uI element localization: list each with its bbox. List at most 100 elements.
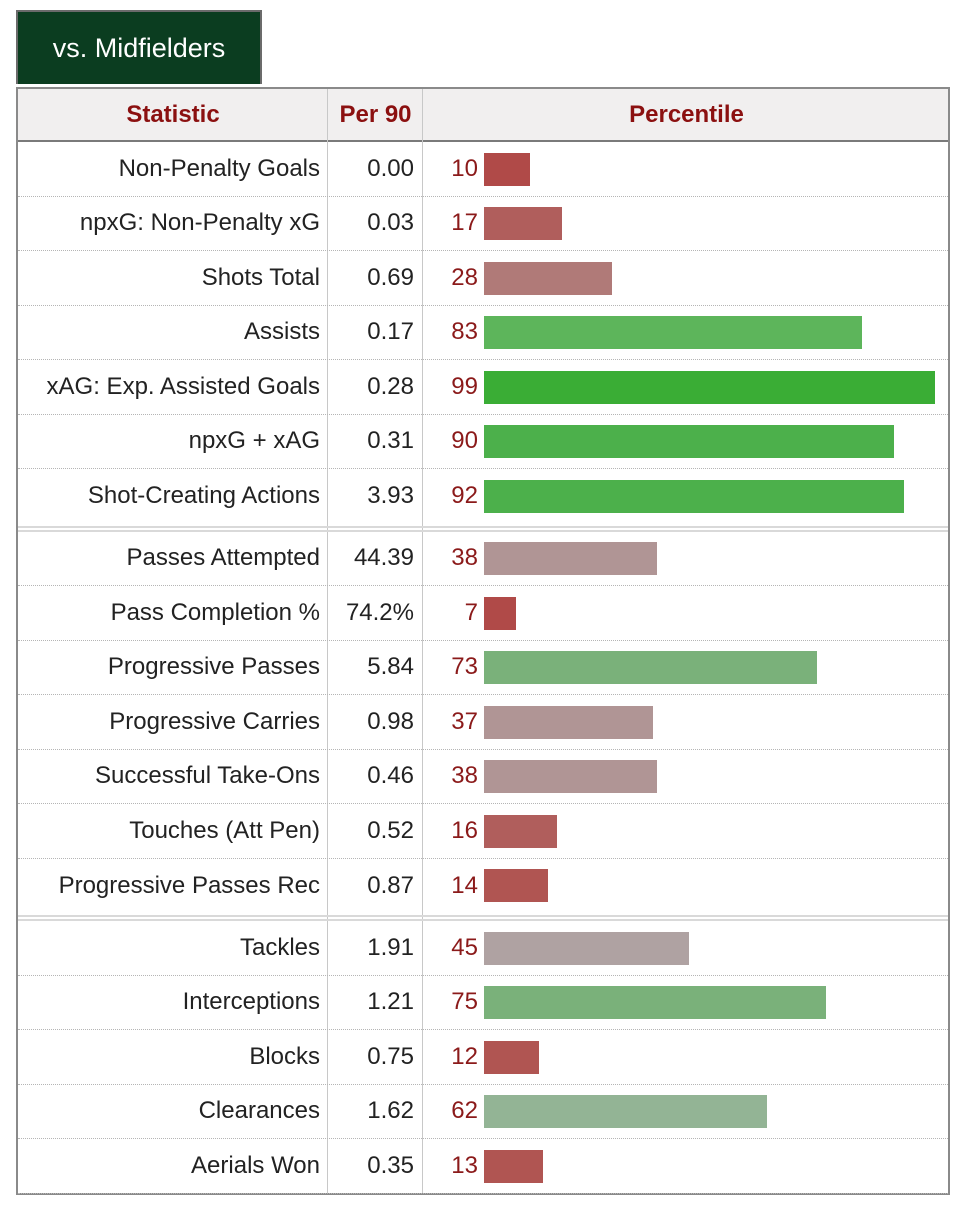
percentile-bar bbox=[484, 869, 548, 903]
table-row: Clearances 1.62 62 bbox=[18, 1085, 948, 1139]
percentile-label: 92 bbox=[451, 482, 478, 510]
percentile-bar bbox=[484, 1040, 539, 1074]
table-row: Shots Total 0.69 28 bbox=[18, 251, 948, 306]
table-header: Statistic Per 90 Percentile bbox=[18, 89, 948, 142]
per90-value: 0.00 bbox=[367, 154, 414, 182]
header-statistic: Statistic bbox=[126, 100, 220, 128]
header-percentile: Percentile bbox=[629, 100, 744, 128]
table-row: Progressive Carries 0.98 37 bbox=[18, 695, 948, 750]
stat-name: Progressive Carries bbox=[109, 707, 320, 735]
per90-value: 5.84 bbox=[367, 653, 414, 681]
percentile-bar bbox=[484, 986, 826, 1020]
stat-name: Progressive Passes bbox=[107, 653, 320, 681]
percentile-label: 38 bbox=[451, 544, 478, 572]
stat-name: Tackles bbox=[239, 933, 320, 961]
per90-value: 3.93 bbox=[367, 482, 414, 510]
percentile-bar bbox=[484, 931, 690, 965]
percentile-bar bbox=[484, 370, 936, 404]
per90-value: 1.21 bbox=[367, 988, 414, 1016]
per90-value: 1.62 bbox=[367, 1097, 414, 1125]
stat-name: Interceptions bbox=[182, 988, 320, 1016]
per90-value: 0.28 bbox=[367, 372, 414, 400]
stat-name: Shot-Creating Actions bbox=[87, 482, 320, 510]
percentile-bar bbox=[484, 814, 557, 848]
percentile-label: 10 bbox=[451, 154, 478, 182]
percentile-label: 12 bbox=[451, 1042, 478, 1070]
stat-name: npxG: Non-Penalty xG bbox=[79, 209, 320, 237]
per90-value: 0.69 bbox=[367, 263, 414, 291]
table-row: Blocks 0.75 12 bbox=[18, 1030, 948, 1085]
percentile-bar bbox=[484, 596, 516, 630]
table-row: Assists 0.17 83 bbox=[18, 306, 948, 360]
table-row: npxG: Non-Penalty xG 0.03 17 bbox=[18, 197, 948, 251]
percentile-bar bbox=[484, 760, 658, 794]
stat-name: xAG: Exp. Assisted Goals bbox=[46, 372, 320, 400]
table-row: Shot-Creating Actions 3.93 92 bbox=[18, 469, 948, 532]
percentile-label: 38 bbox=[451, 762, 478, 790]
percentile-label: 14 bbox=[451, 871, 478, 899]
table-row: Touches (Att Pen) 0.52 16 bbox=[18, 804, 948, 859]
per90-value: 74.2% bbox=[345, 598, 414, 626]
table-row: Tackles 1.91 45 bbox=[18, 921, 948, 976]
per90-value: 0.03 bbox=[367, 209, 414, 237]
per90-value: 0.52 bbox=[367, 816, 414, 844]
column-divider bbox=[422, 89, 423, 1193]
header-per90: Per 90 bbox=[339, 100, 412, 128]
table-row: Non-Penalty Goals 0.00 10 bbox=[18, 142, 948, 197]
percentile-label: 90 bbox=[451, 427, 478, 455]
stat-name: Shots Total bbox=[201, 263, 320, 291]
percentile-bar bbox=[484, 316, 863, 350]
per90-value: 0.17 bbox=[367, 318, 414, 346]
per90-value: 0.31 bbox=[367, 427, 414, 455]
stat-name: Blocks bbox=[249, 1042, 320, 1070]
percentile-bar bbox=[484, 1095, 767, 1129]
table-row: npxG + xAG 0.31 90 bbox=[18, 415, 948, 469]
percentile-label: 99 bbox=[451, 372, 478, 400]
per90-value: 0.87 bbox=[367, 871, 414, 899]
stat-name: Non-Penalty Goals bbox=[118, 154, 320, 182]
percentile-label: 73 bbox=[451, 653, 478, 681]
table-row: Aerials Won 0.35 13 bbox=[18, 1139, 948, 1194]
table-row: Passes Attempted 44.39 38 bbox=[18, 532, 948, 586]
per90-value: 1.91 bbox=[367, 933, 414, 961]
percentile-bar bbox=[484, 207, 562, 241]
percentile-bar bbox=[484, 651, 817, 685]
table-row: Pass Completion % 74.2% 7 bbox=[18, 586, 948, 641]
percentile-label: 13 bbox=[451, 1151, 478, 1179]
table-row: Progressive Passes Rec 0.87 14 bbox=[18, 859, 948, 921]
stat-name: npxG + xAG bbox=[188, 427, 320, 455]
stat-name: Pass Completion % bbox=[110, 598, 320, 626]
per90-value: 0.35 bbox=[367, 1151, 414, 1179]
per90-value: 44.39 bbox=[353, 544, 414, 572]
percentile-label: 45 bbox=[451, 933, 478, 961]
per90-value: 0.46 bbox=[367, 762, 414, 790]
per90-value: 0.75 bbox=[367, 1042, 414, 1070]
stat-name: Touches (Att Pen) bbox=[129, 816, 320, 844]
table-row: Successful Take-Ons 0.46 38 bbox=[18, 750, 948, 804]
stat-name: Clearances bbox=[198, 1097, 320, 1125]
percentile-bar bbox=[484, 425, 895, 459]
percentile-label: 37 bbox=[451, 707, 478, 735]
percentile-bar bbox=[484, 152, 530, 186]
percentile-label: 62 bbox=[451, 1097, 478, 1125]
percentile-label: 75 bbox=[451, 988, 478, 1016]
table-row: xAG: Exp. Assisted Goals 0.28 99 bbox=[18, 360, 948, 415]
tab-vs-midfielders[interactable]: vs. Midfielders bbox=[16, 10, 262, 84]
percentile-bar bbox=[484, 1149, 544, 1183]
per90-value: 0.98 bbox=[367, 707, 414, 735]
percentile-bar bbox=[484, 261, 612, 295]
percentile-bar bbox=[484, 542, 658, 576]
percentile-table: Statistic Per 90 Percentile Non-Penalty … bbox=[16, 87, 950, 1195]
table-row: Interceptions 1.21 75 bbox=[18, 976, 948, 1030]
percentile-label: 17 bbox=[451, 209, 478, 237]
percentile-label: 7 bbox=[464, 598, 478, 626]
stat-name: Assists bbox=[243, 318, 320, 346]
column-divider bbox=[327, 89, 328, 1193]
stat-name: Progressive Passes Rec bbox=[58, 871, 320, 899]
percentile-bar bbox=[484, 705, 653, 739]
stat-name: Passes Attempted bbox=[126, 544, 320, 572]
stat-name: Successful Take-Ons bbox=[95, 762, 320, 790]
table-row: Progressive Passes 5.84 73 bbox=[18, 641, 948, 695]
percentile-label: 83 bbox=[451, 318, 478, 346]
percentile-bar bbox=[484, 479, 904, 513]
